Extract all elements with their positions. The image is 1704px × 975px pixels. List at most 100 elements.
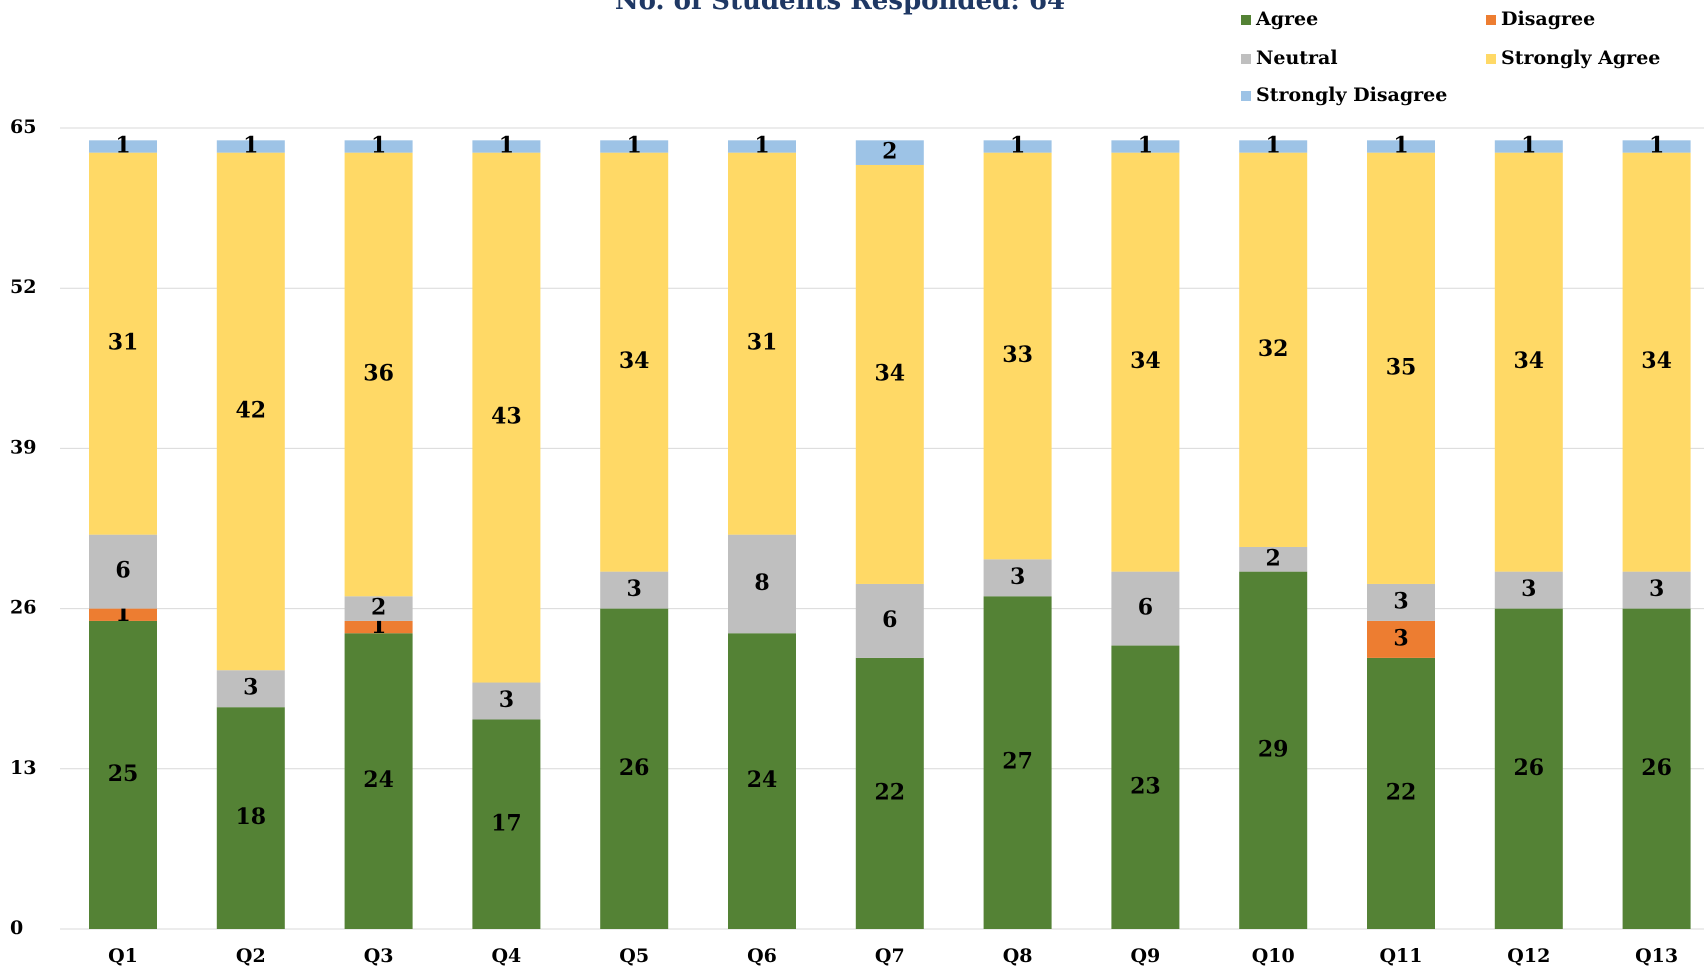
bar-segment: [1367, 583, 1435, 621]
x-tick-label: Q12: [1507, 945, 1550, 967]
bar-segment: [1239, 571, 1308, 929]
data-label: 43: [491, 404, 522, 430]
data-label: 33: [1002, 342, 1033, 368]
x-tick-label: Q9: [1131, 945, 1161, 967]
data-label: 23: [1130, 773, 1161, 799]
bar-segment: [1239, 152, 1308, 547]
data-label: 3: [243, 675, 258, 701]
bar-segment: [344, 633, 413, 929]
data-label: 26: [1641, 755, 1672, 781]
data-label: 22: [1386, 779, 1417, 805]
bar-segment: [472, 682, 541, 720]
y-tick-label: 13: [10, 757, 36, 779]
data-label: 27: [1002, 749, 1033, 775]
legend-swatch: [1241, 54, 1251, 64]
data-label: 34: [1641, 348, 1672, 374]
data-label: 24: [747, 767, 778, 793]
data-label: 22: [874, 779, 905, 805]
data-label: 8: [754, 570, 769, 596]
bar-segment: [89, 534, 157, 609]
data-label: 3: [627, 576, 642, 602]
legend-swatch: [1241, 91, 1251, 101]
data-label: 1: [499, 132, 514, 158]
data-label: 36: [363, 360, 394, 386]
x-tick-label: Q11: [1380, 945, 1423, 967]
legend-label: Agree: [1255, 8, 1318, 30]
legend-label: Neutral: [1256, 47, 1338, 69]
data-label: 2: [1266, 545, 1281, 571]
bar-segment: [344, 140, 413, 153]
bar-segment: [472, 140, 541, 153]
data-label: 6: [115, 558, 130, 584]
bar-segment: [728, 152, 796, 535]
bar-segment: [728, 534, 796, 634]
data-label: 29: [1258, 736, 1289, 762]
x-tick-label: Q3: [364, 945, 394, 967]
bar-segment: [344, 152, 413, 597]
data-label: 1: [627, 132, 642, 158]
data-label: 3: [1010, 564, 1025, 590]
data-label: 1: [1266, 132, 1281, 158]
bar-segment: [600, 608, 669, 929]
bar-segment: [472, 152, 541, 683]
bar-segment: [344, 620, 413, 634]
y-tick-label: 65: [10, 116, 36, 138]
data-label: 2: [882, 139, 897, 165]
bar-segment: [728, 140, 796, 153]
bar-segment: [1111, 152, 1180, 572]
x-tick-label: Q7: [875, 945, 905, 967]
bar-segment: [216, 707, 285, 929]
bar-segment: [89, 152, 157, 535]
bar-segment: [855, 583, 924, 658]
bar-segment: [983, 152, 1052, 560]
bar-segment: [1239, 546, 1308, 572]
bar-segment: [89, 620, 157, 929]
bar-segment: [344, 596, 413, 621]
legend-swatch: [1241, 15, 1251, 25]
bar-segment: [1622, 571, 1691, 609]
bar-segment: [855, 657, 924, 929]
bar-segment: [1367, 152, 1435, 584]
bar-segment: [1367, 657, 1435, 929]
data-label: 31: [747, 330, 778, 356]
bar-segment: [855, 164, 924, 584]
legend-label: Strongly Agree: [1501, 47, 1660, 69]
bar-segment: [728, 633, 796, 929]
bar-segment: [983, 140, 1052, 153]
data-label: 3: [1393, 588, 1408, 614]
x-tick-label: Q13: [1635, 945, 1678, 967]
data-label: 17: [491, 810, 522, 836]
data-label: 3: [1393, 625, 1408, 651]
bar-segment: [216, 670, 285, 708]
bar-segment: [983, 559, 1052, 597]
data-label: 32: [1258, 336, 1289, 362]
x-tick-label: Q2: [236, 945, 266, 967]
data-label: 31: [108, 330, 139, 356]
data-label: 34: [1130, 348, 1161, 374]
data-label: 3: [1649, 576, 1664, 602]
data-label: 18: [235, 804, 266, 830]
x-tick-label: Q4: [492, 945, 522, 967]
data-label: 6: [882, 607, 897, 633]
data-label: 26: [1513, 755, 1544, 781]
data-label: 26: [619, 755, 650, 781]
bar-segment: [1111, 571, 1180, 646]
data-label: 24: [363, 767, 394, 793]
data-label: 1: [754, 132, 769, 158]
bar-segment: [855, 140, 924, 165]
legend-label: Strongly Disagree: [1256, 84, 1447, 106]
data-label: 1: [371, 132, 386, 158]
data-label: 3: [499, 687, 514, 713]
x-tick-label: Q8: [1003, 945, 1033, 967]
bar-segment: [89, 608, 157, 621]
x-tick-label: Q5: [619, 945, 649, 967]
data-label: 35: [1386, 354, 1417, 380]
bar-segment: [600, 140, 669, 153]
bar-segment: [1111, 645, 1180, 929]
bar-segment: [1494, 140, 1563, 153]
bar-segment: [1622, 140, 1691, 153]
bar-segment: [983, 596, 1052, 929]
data-label: 2: [371, 595, 386, 621]
data-label: 3: [1521, 576, 1536, 602]
